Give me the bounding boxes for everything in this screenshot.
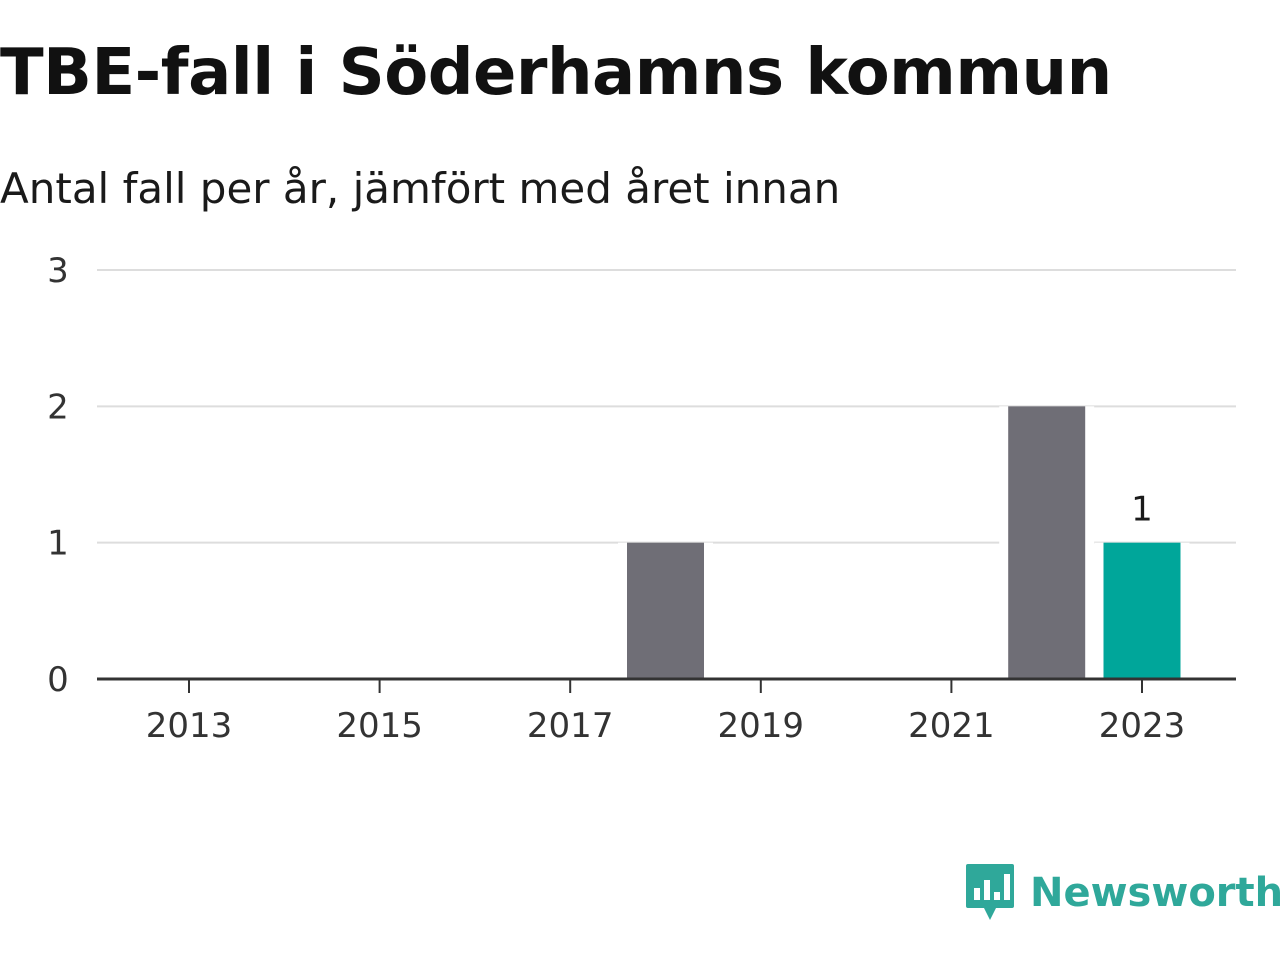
x-tick-label: 2019 bbox=[718, 706, 805, 746]
chart-title: TBE-fall i Söderhamns kommun bbox=[0, 36, 1112, 110]
brand: Newsworthy bbox=[964, 862, 1280, 924]
chart-subtitle: Antal fall per år, jämfört med året inna… bbox=[0, 164, 841, 213]
bar bbox=[1103, 542, 1181, 679]
y-tick-label: 2 bbox=[47, 387, 69, 427]
brand-name: Newsworthy bbox=[1030, 870, 1280, 916]
newsworthy-logo-icon bbox=[966, 864, 1014, 920]
x-tick-label: 2023 bbox=[1099, 706, 1186, 746]
y-tick-label: 3 bbox=[47, 251, 69, 291]
x-tick-label: 2017 bbox=[527, 706, 614, 746]
y-tick-label: 0 bbox=[47, 660, 69, 700]
x-tick-label: 2021 bbox=[908, 706, 995, 746]
data-label: 1 bbox=[1131, 490, 1153, 530]
y-tick-label: 1 bbox=[47, 524, 69, 564]
bar bbox=[627, 542, 704, 679]
x-tick-label: 2015 bbox=[336, 706, 423, 746]
bar bbox=[1008, 406, 1086, 679]
x-tick-label: 2013 bbox=[146, 706, 233, 746]
